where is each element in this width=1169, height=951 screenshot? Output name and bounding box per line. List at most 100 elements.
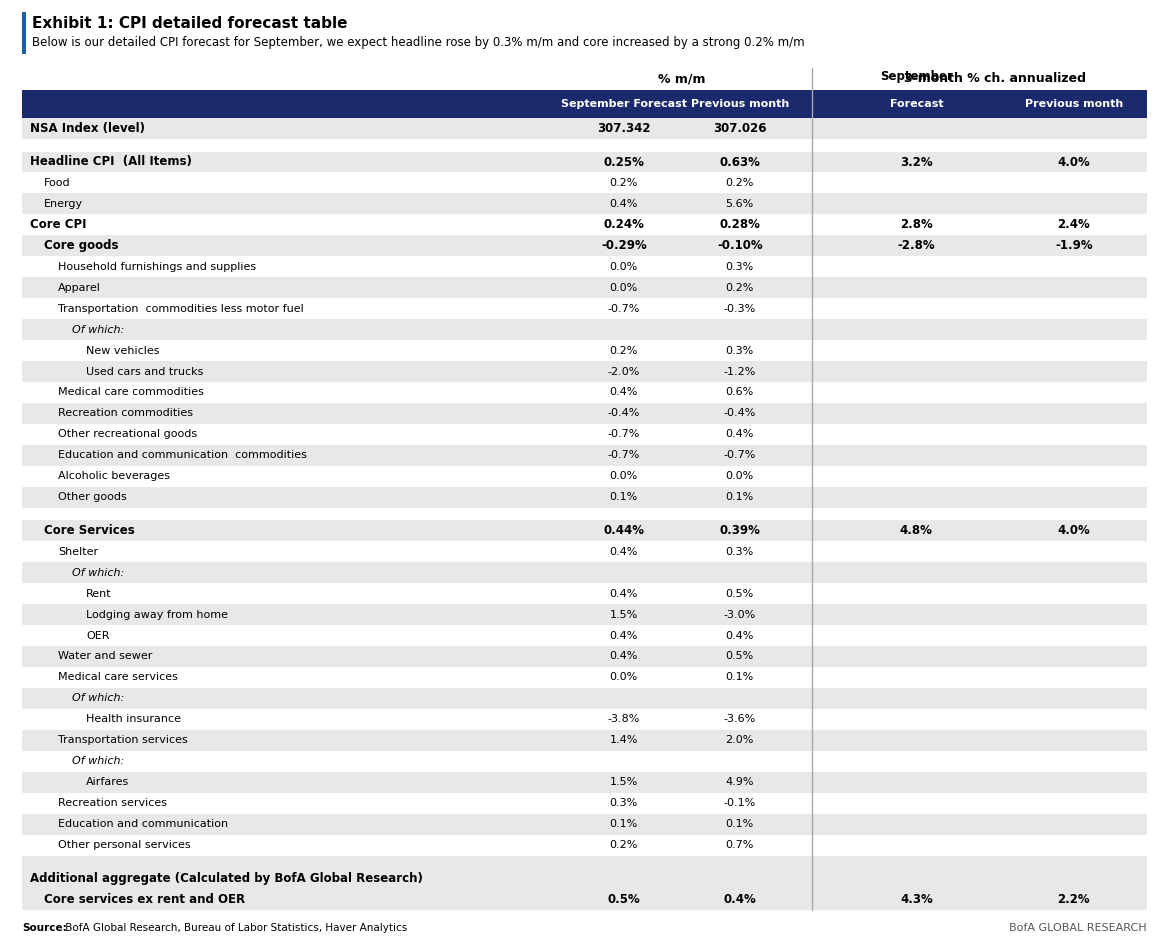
Text: -1.9%: -1.9% [1056, 240, 1093, 252]
Text: Of which:: Of which: [72, 568, 124, 577]
Text: 3-month % ch. annualized: 3-month % ch. annualized [904, 72, 1086, 86]
Text: 0.1%: 0.1% [726, 672, 754, 683]
Text: Exhibit 1: CPI detailed forecast table: Exhibit 1: CPI detailed forecast table [32, 16, 347, 31]
Text: New vehicles: New vehicles [87, 345, 159, 356]
Text: Transportation  commodities less motor fuel: Transportation commodities less motor fu… [58, 303, 304, 314]
Text: Water and sewer: Water and sewer [58, 651, 152, 662]
Text: 5.6%: 5.6% [726, 199, 754, 209]
FancyBboxPatch shape [22, 688, 1147, 708]
FancyBboxPatch shape [22, 562, 1147, 583]
Text: Other personal services: Other personal services [58, 840, 191, 850]
FancyBboxPatch shape [22, 90, 1147, 118]
Text: September Forecast: September Forecast [561, 99, 687, 109]
Text: 0.2%: 0.2% [726, 282, 754, 293]
Text: Lodging away from home: Lodging away from home [87, 610, 228, 619]
Text: -0.10%: -0.10% [717, 240, 762, 252]
Text: 0.0%: 0.0% [610, 472, 638, 481]
FancyBboxPatch shape [22, 541, 1147, 562]
Text: 0.3%: 0.3% [726, 262, 754, 272]
Text: -1.2%: -1.2% [724, 366, 756, 377]
Text: Shelter: Shelter [58, 547, 98, 556]
Text: Recreation services: Recreation services [58, 798, 167, 808]
Text: 0.1%: 0.1% [726, 819, 754, 829]
Text: Of which:: Of which: [72, 324, 124, 335]
Text: Below is our detailed CPI forecast for September, we expect headline rose by 0.3: Below is our detailed CPI forecast for S… [32, 36, 804, 49]
FancyBboxPatch shape [22, 583, 1147, 604]
Text: 307.026: 307.026 [713, 122, 767, 135]
FancyBboxPatch shape [22, 487, 1147, 508]
FancyBboxPatch shape [22, 172, 1147, 193]
Text: 0.4%: 0.4% [610, 199, 638, 209]
Text: 0.2%: 0.2% [726, 178, 754, 188]
Text: Headline CPI  (All Items): Headline CPI (All Items) [30, 156, 192, 168]
Text: 1.4%: 1.4% [610, 735, 638, 746]
Text: 0.1%: 0.1% [610, 493, 638, 502]
Text: Of which:: Of which: [72, 756, 124, 767]
Text: 2.2%: 2.2% [1058, 893, 1091, 906]
Text: 0.2%: 0.2% [610, 840, 638, 850]
Text: 2.8%: 2.8% [900, 219, 933, 231]
Text: 0.4%: 0.4% [726, 631, 754, 641]
Text: 4.8%: 4.8% [900, 524, 933, 537]
FancyBboxPatch shape [22, 814, 1147, 835]
Text: -0.7%: -0.7% [724, 451, 756, 460]
Text: 0.4%: 0.4% [610, 547, 638, 556]
Text: 2.4%: 2.4% [1058, 219, 1091, 231]
Text: 0.5%: 0.5% [726, 651, 754, 662]
Text: Previous month: Previous month [1025, 99, 1123, 109]
Text: 1.5%: 1.5% [610, 777, 638, 787]
FancyBboxPatch shape [22, 508, 1147, 520]
Text: 0.7%: 0.7% [726, 840, 754, 850]
Text: 0.1%: 0.1% [610, 819, 638, 829]
Text: Household furnishings and supplies: Household furnishings and supplies [58, 262, 256, 272]
FancyBboxPatch shape [22, 445, 1147, 466]
Text: -0.7%: -0.7% [608, 451, 641, 460]
Text: 4.0%: 4.0% [1058, 524, 1091, 537]
Text: -0.29%: -0.29% [601, 240, 646, 252]
FancyBboxPatch shape [22, 299, 1147, 320]
Text: -0.3%: -0.3% [724, 303, 756, 314]
Text: -0.4%: -0.4% [608, 408, 641, 418]
Text: 0.3%: 0.3% [726, 345, 754, 356]
Text: 0.0%: 0.0% [726, 472, 754, 481]
FancyBboxPatch shape [22, 667, 1147, 688]
Text: Other goods: Other goods [58, 493, 126, 502]
FancyBboxPatch shape [22, 214, 1147, 235]
Text: -3.6%: -3.6% [724, 714, 756, 725]
Text: Food: Food [44, 178, 70, 188]
Text: -0.7%: -0.7% [608, 303, 641, 314]
Text: % m/m: % m/m [658, 72, 706, 86]
FancyBboxPatch shape [22, 856, 1147, 868]
FancyBboxPatch shape [22, 12, 26, 54]
Text: Core goods: Core goods [44, 240, 118, 252]
Text: Of which:: Of which: [72, 693, 124, 704]
Text: 2.0%: 2.0% [726, 735, 754, 746]
Text: -2.8%: -2.8% [898, 240, 935, 252]
Text: Used cars and trucks: Used cars and trucks [87, 366, 203, 377]
Text: Alcoholic beverages: Alcoholic beverages [58, 472, 170, 481]
Text: 0.25%: 0.25% [603, 156, 644, 168]
Text: 4.9%: 4.9% [726, 777, 754, 787]
Text: 0.4%: 0.4% [610, 387, 638, 398]
Text: 0.3%: 0.3% [726, 547, 754, 556]
Text: Core Services: Core Services [44, 524, 134, 537]
Text: Source:: Source: [22, 923, 67, 933]
FancyBboxPatch shape [22, 771, 1147, 793]
FancyBboxPatch shape [22, 520, 1147, 541]
Text: 0.4%: 0.4% [610, 651, 638, 662]
Text: Additional aggregate (Calculated by BofA Global Research): Additional aggregate (Calculated by BofA… [30, 872, 423, 885]
Text: Apparel: Apparel [58, 282, 101, 293]
FancyBboxPatch shape [22, 708, 1147, 729]
Text: 1.5%: 1.5% [610, 610, 638, 619]
Text: 0.0%: 0.0% [610, 262, 638, 272]
Text: OER: OER [87, 631, 110, 641]
Text: 0.2%: 0.2% [610, 345, 638, 356]
Text: 0.44%: 0.44% [603, 524, 644, 537]
FancyBboxPatch shape [22, 361, 1147, 382]
Text: NSA Index (level): NSA Index (level) [30, 122, 145, 135]
Text: -3.0%: -3.0% [724, 610, 756, 619]
FancyBboxPatch shape [22, 793, 1147, 814]
FancyBboxPatch shape [22, 403, 1147, 424]
Text: Recreation commodities: Recreation commodities [58, 408, 193, 418]
Text: 0.0%: 0.0% [610, 672, 638, 683]
